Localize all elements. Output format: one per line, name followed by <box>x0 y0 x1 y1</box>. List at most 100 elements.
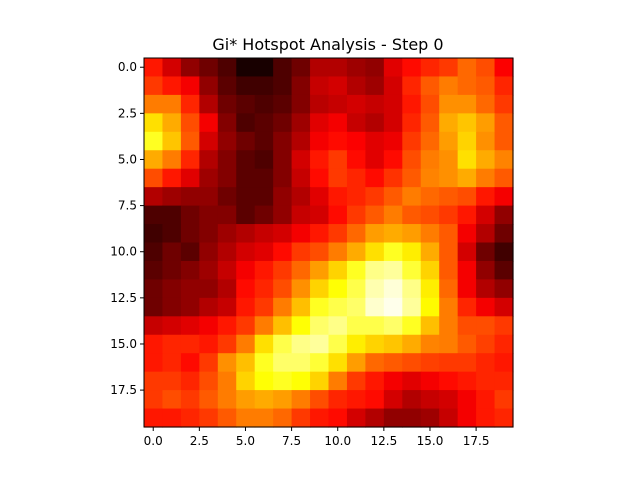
heatmap-cell <box>236 260 256 280</box>
heatmap-cell <box>254 224 274 244</box>
heatmap-cell <box>310 242 330 262</box>
heatmap-cell <box>273 242 293 262</box>
heatmap-cell <box>402 279 422 299</box>
heatmap-cell <box>328 353 348 373</box>
heatmap-cell <box>144 408 164 428</box>
heatmap-cell <box>402 168 422 188</box>
x-tick-label: 5.0 <box>236 434 255 448</box>
heatmap-cell <box>328 205 348 225</box>
heatmap-cell <box>439 205 459 225</box>
heatmap-cell <box>162 242 182 262</box>
heatmap-cell <box>254 168 274 188</box>
heatmap-cell <box>402 260 422 280</box>
heatmap-cell <box>346 242 366 262</box>
heatmap-cell <box>494 187 514 207</box>
heatmap-cell <box>273 279 293 299</box>
heatmap-cell <box>199 297 219 317</box>
heatmap-cell <box>199 94 219 114</box>
heatmap-cell <box>144 168 164 188</box>
heatmap-cell <box>439 371 459 391</box>
heatmap-cell <box>476 113 496 133</box>
heatmap-cell <box>476 58 496 78</box>
heatmap-cell <box>420 94 440 114</box>
heatmap-cell <box>291 371 311 391</box>
heatmap-cell <box>494 242 514 262</box>
heatmap-cell <box>199 76 219 96</box>
heatmap-cell <box>162 224 182 244</box>
heatmap-cell <box>217 297 237 317</box>
heatmap-cell <box>273 408 293 428</box>
heatmap-cell <box>199 205 219 225</box>
heatmap-cell <box>310 316 330 336</box>
heatmap-cell <box>402 390 422 410</box>
heatmap-cell <box>144 390 164 410</box>
heatmap-cell <box>439 353 459 373</box>
heatmap-cell <box>199 390 219 410</box>
heatmap-cell <box>439 131 459 151</box>
heatmap-cell <box>180 371 200 391</box>
heatmap-cell <box>439 316 459 336</box>
heatmap-cell <box>273 371 293 391</box>
heatmap-cell <box>310 260 330 280</box>
heatmap-cell <box>420 260 440 280</box>
heatmap-cell <box>439 297 459 317</box>
heatmap-cell <box>457 316 477 336</box>
heatmap-cell <box>328 168 348 188</box>
heatmap-cell <box>476 408 496 428</box>
heatmap-cell <box>180 260 200 280</box>
heatmap-cell <box>199 408 219 428</box>
heatmap-cell <box>144 279 164 299</box>
heatmap-cell <box>328 113 348 133</box>
heatmap-cell <box>402 94 422 114</box>
heatmap-cell <box>254 334 274 354</box>
heatmap-cell <box>328 76 348 96</box>
heatmap-cell <box>383 242 403 262</box>
heatmap-cell <box>439 390 459 410</box>
heatmap-cell <box>457 297 477 317</box>
heatmap-cell <box>199 353 219 373</box>
heatmap-cell <box>273 224 293 244</box>
heatmap-cell <box>217 242 237 262</box>
heatmap-cell <box>494 334 514 354</box>
heatmap-cell <box>162 76 182 96</box>
heatmap-cell <box>291 224 311 244</box>
heatmap-cell <box>383 353 403 373</box>
heatmap-cell <box>180 150 200 170</box>
heatmap-cell <box>365 131 385 151</box>
heatmap-cell <box>217 58 237 78</box>
heatmap-cell <box>254 76 274 96</box>
heatmap-cell <box>383 224 403 244</box>
heatmap-cell <box>346 94 366 114</box>
heatmap-cell <box>236 205 256 225</box>
heatmap-cell <box>457 187 477 207</box>
heatmap-cell <box>199 187 219 207</box>
heatmap-cell <box>291 150 311 170</box>
heatmap-cell <box>402 242 422 262</box>
heatmap-cell <box>291 205 311 225</box>
heatmap-cell <box>144 316 164 336</box>
heatmap-cell <box>328 242 348 262</box>
heatmap-cell <box>383 260 403 280</box>
chart-title: Gi* Hotspot Analysis - Step 0 <box>212 35 443 54</box>
heatmap-cell <box>402 297 422 317</box>
heatmap-cell <box>180 205 200 225</box>
heatmap-cell <box>346 168 366 188</box>
heatmap-cell <box>328 371 348 391</box>
heatmap-cell <box>236 76 256 96</box>
y-tick-label: 12.5 <box>110 291 137 305</box>
heatmap-cell <box>328 334 348 354</box>
y-axis: 0.0 2.5 5.0 7.5 10.0 12.5 15.0 17.5 <box>110 60 144 397</box>
heatmap-cell <box>476 76 496 96</box>
heatmap-cell <box>346 187 366 207</box>
heatmap-cell <box>439 76 459 96</box>
heatmap-cell <box>236 187 256 207</box>
heatmap-cell <box>346 113 366 133</box>
heatmap-cell <box>494 408 514 428</box>
heatmap-cell <box>162 205 182 225</box>
heatmap-cell <box>383 371 403 391</box>
heatmap-cell <box>383 131 403 151</box>
heatmap-cell <box>180 390 200 410</box>
heatmap-cell <box>144 353 164 373</box>
heatmap-cell <box>217 187 237 207</box>
